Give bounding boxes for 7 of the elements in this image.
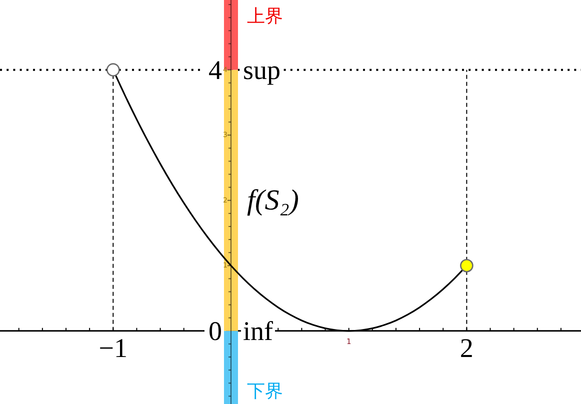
series-label: 下界: [246, 380, 283, 402]
annotation: inf: [242, 316, 273, 346]
ref-line-label: sup: [242, 54, 280, 85]
x-tick-label: −1: [98, 332, 128, 363]
series-label: f(S₂): [246, 184, 299, 216]
series-label: 上界: [246, 6, 283, 26]
y-tick-label: 0: [208, 316, 222, 346]
